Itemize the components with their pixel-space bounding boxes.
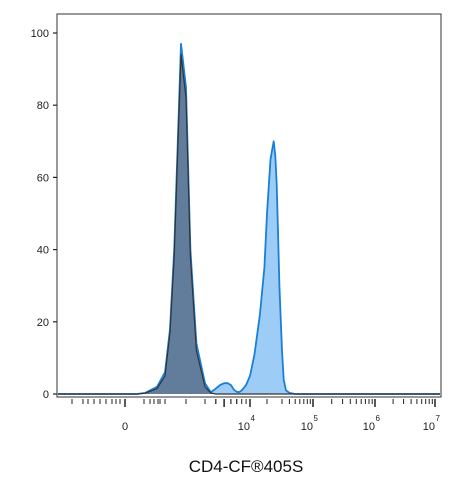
x-tick-exponent: 7 <box>436 414 441 423</box>
x-tick-label: 0 <box>122 421 128 433</box>
y-tick-label: 40 <box>37 245 49 257</box>
y-tick-label: 20 <box>37 317 49 329</box>
series-2-line <box>58 54 440 395</box>
y-tick-label: 60 <box>37 172 49 184</box>
plot-frame <box>56 13 442 398</box>
series-layer <box>58 42 440 395</box>
y-tick-label: 80 <box>37 100 49 112</box>
y-tick-label: 100 <box>31 28 49 40</box>
x-tick-exponent: 6 <box>376 414 381 423</box>
x-tick-exponent: 4 <box>251 414 256 423</box>
x-tick-exponent: 5 <box>314 414 319 423</box>
y-axis: 0 20 40 60 80 100 <box>31 28 57 401</box>
x-tick-label: 10 <box>238 421 250 433</box>
x-axis-label: CD4-CF®405S <box>189 457 304 476</box>
x-tick-label: 10 <box>301 421 313 433</box>
x-tick-label: 10 <box>423 421 435 433</box>
x-tick-label: 10 <box>363 421 375 433</box>
y-tick-label: 0 <box>43 389 49 401</box>
